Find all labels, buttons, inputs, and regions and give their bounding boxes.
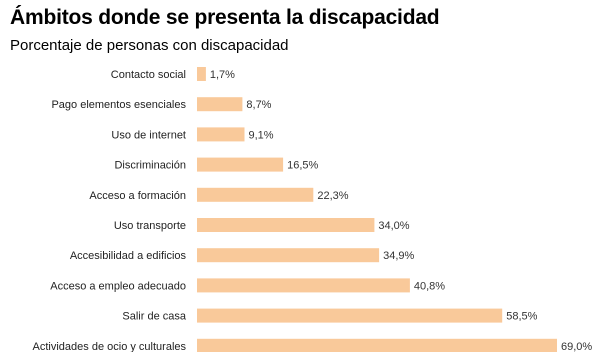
value-label: 8,7% [246, 99, 271, 111]
value-label: 16,5% [287, 160, 318, 172]
category-label: Acceso a empleo adecuado [50, 280, 186, 292]
category-label: Salir de casa [122, 311, 186, 323]
bar [197, 67, 206, 81]
category-label: Acceso a formación [89, 190, 186, 202]
category-label: Contacto social [111, 69, 186, 81]
bar [197, 248, 380, 263]
value-label: 34,9% [383, 250, 414, 262]
category-label: Discriminación [114, 160, 186, 172]
value-label: 40,8% [414, 280, 445, 292]
bar [197, 97, 243, 112]
bar [197, 308, 503, 323]
value-label: 69,0% [561, 341, 592, 352]
bar [197, 338, 557, 352]
bar [197, 157, 284, 172]
category-label: Uso transporte [114, 220, 186, 232]
bar [197, 187, 314, 202]
chart-subtitle: Porcentaje de personas con discapacidad [10, 37, 289, 54]
bar [197, 127, 245, 142]
value-label: 34,0% [378, 220, 409, 232]
value-label: 1,7% [210, 69, 235, 81]
category-label: Uso de internet [111, 129, 186, 141]
value-label: 9,1% [248, 129, 273, 141]
category-label: Accesibilidad a edificios [70, 250, 187, 262]
category-label: Pago elementos esenciales [51, 99, 186, 111]
bar [197, 218, 375, 232]
value-label: 22,3% [317, 190, 348, 202]
chart-title: Ámbitos donde se presenta la discapacida… [10, 6, 440, 29]
category-label: Actividades de ocio y culturales [33, 341, 187, 352]
bar [197, 278, 410, 293]
value-label: 58,5% [506, 311, 537, 323]
